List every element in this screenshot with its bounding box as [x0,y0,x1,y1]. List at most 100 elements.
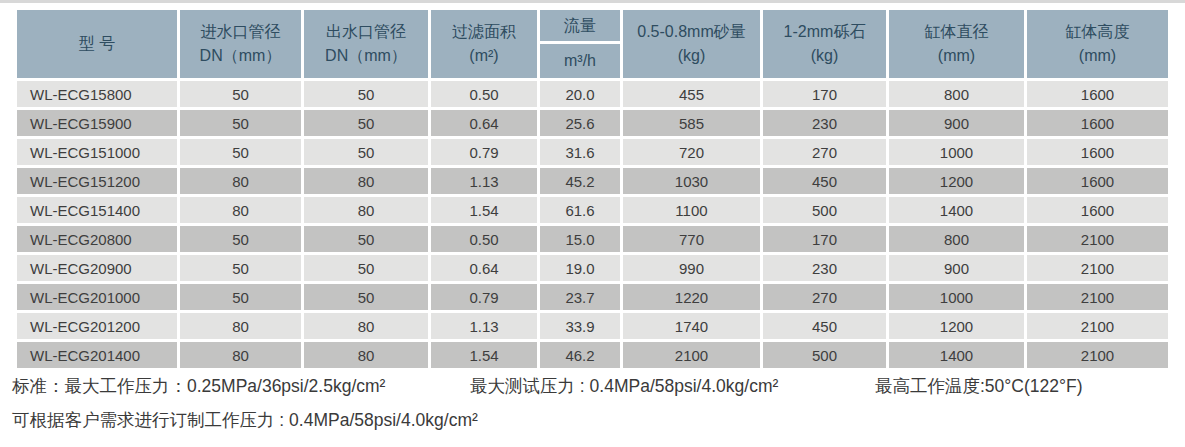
table-row: WL-ECG15900 50 50 0.64 25.6 585 230 900 … [17,110,1168,136]
cell-inlet-dn: 50 [180,139,301,165]
cell-inlet-dn: 50 [180,81,301,107]
note-max-working-pressure: 标准：最大工作压力：0.25MPa/36psi/2.5kg/cm² [12,374,385,398]
cell-tank-height: 2100 [1027,255,1168,281]
cell-model: WL-ECG20800 [17,226,177,252]
cell-sand: 1740 [623,313,760,339]
col-header-tank-height-line1: 缸体高度 [1029,20,1166,44]
cell-tank-diameter: 1200 [889,313,1024,339]
cell-flow: 31.6 [540,139,620,165]
col-header-inlet-dn-line1: 进水口管径 [182,20,299,44]
cell-model: WL-ECG15800 [17,81,177,107]
cell-filter-area: 1.54 [431,342,537,368]
cell-flow: 15.0 [540,226,620,252]
cell-tank-height: 2100 [1027,313,1168,339]
cell-filter-area: 0.50 [431,81,537,107]
cell-model: WL-ECG151200 [17,168,177,194]
table-row: WL-ECG15800 50 50 0.50 20.0 455 170 800 … [17,81,1168,107]
col-header-inlet-dn: 进水口管径 DN（mm） [180,10,301,78]
cell-flow: 19.0 [540,255,620,281]
cell-tank-diameter: 800 [889,81,1024,107]
col-header-gravel-line1: 1-2mm砾石 [765,20,884,44]
cell-filter-area: 1.54 [431,197,537,223]
cell-tank-height: 2100 [1027,342,1168,368]
col-header-gravel: 1-2mm砾石 (kg) [763,10,886,78]
table-row: WL-ECG151000 50 50 0.79 31.6 720 270 100… [17,139,1168,165]
cell-tank-diameter: 1400 [889,197,1024,223]
cell-tank-height: 1600 [1027,168,1168,194]
cell-inlet-dn: 50 [180,255,301,281]
col-header-inlet-dn-line2: DN（mm） [182,44,299,68]
cell-model: WL-ECG20900 [17,255,177,281]
cell-gravel: 270 [763,284,886,310]
cell-gravel: 450 [763,313,886,339]
cell-gravel: 230 [763,255,886,281]
col-header-sand-line1: 0.5-0.8mm砂量 [625,20,758,44]
table-row: WL-ECG151200 80 80 1.13 45.2 1030 450 12… [17,168,1168,194]
cell-sand: 720 [623,139,760,165]
col-header-flow-unit: m³/h [540,44,620,78]
cell-outlet-dn: 50 [304,81,428,107]
table-body: WL-ECG15800 50 50 0.50 20.0 455 170 800 … [17,81,1168,368]
table-row: WL-ECG201400 80 80 1.54 46.2 2100 500 14… [17,342,1168,368]
spec-table: 型 号 进水口管径 DN（mm） 出水口管径 DN（mm） 过滤面积 (m²) … [14,7,1171,371]
cell-model: WL-ECG201200 [17,313,177,339]
col-header-gravel-line2: (kg) [765,44,884,68]
notes-section: 标准：最大工作压力：0.25MPa/36psi/2.5kg/cm² 最大测试压力… [12,374,1182,432]
col-header-tank-diameter: 缸体直径 (mm) [889,10,1024,78]
notes-line1: 标准：最大工作压力：0.25MPa/36psi/2.5kg/cm² 最大测试压力… [12,374,1182,408]
cell-flow: 20.0 [540,81,620,107]
cell-inlet-dn: 50 [180,110,301,136]
cell-gravel: 500 [763,342,886,368]
cell-filter-area: 0.64 [431,255,537,281]
cell-gravel: 270 [763,139,886,165]
cell-sand: 770 [623,226,760,252]
cell-model: WL-ECG151400 [17,197,177,223]
table-row: WL-ECG201200 80 80 1.13 33.9 1740 450 12… [17,313,1168,339]
cell-sand: 2100 [623,342,760,368]
header-row: 型 号 进水口管径 DN（mm） 出水口管径 DN（mm） 过滤面积 (m²) … [17,10,1168,78]
cell-gravel: 450 [763,168,886,194]
cell-flow: 25.6 [540,110,620,136]
cell-filter-area: 0.50 [431,226,537,252]
cell-sand: 990 [623,255,760,281]
col-header-filter-area-line1: 过滤面积 [433,20,535,44]
cell-filter-area: 1.13 [431,168,537,194]
cell-tank-height: 1600 [1027,139,1168,165]
cell-gravel: 170 [763,226,886,252]
table-row: WL-ECG20900 50 50 0.64 19.0 990 230 900 … [17,255,1168,281]
cell-inlet-dn: 80 [180,342,301,368]
cell-sand: 1100 [623,197,760,223]
cell-gravel: 170 [763,81,886,107]
cell-tank-diameter: 1000 [889,139,1024,165]
cell-outlet-dn: 80 [304,342,428,368]
top-strip [0,0,1185,3]
cell-tank-height: 1600 [1027,110,1168,136]
cell-tank-height: 1600 [1027,81,1168,107]
cell-inlet-dn: 50 [180,284,301,310]
note-max-test-pressure: 最大测试压力 : 0.4MPa/58psi/4.0kg/cm² [470,374,778,398]
col-header-flow: 流量 m³/h [540,10,620,78]
cell-filter-area: 1.13 [431,313,537,339]
cell-tank-diameter: 1200 [889,168,1024,194]
cell-flow: 46.2 [540,342,620,368]
note-custom-pressure: 可根据客户需求进行订制工作压力 : 0.4MPa/58psi/4.0kg/cm² [12,408,1182,432]
col-header-model: 型 号 [17,10,177,78]
cell-flow: 23.7 [540,284,620,310]
cell-tank-height: 2100 [1027,226,1168,252]
cell-flow: 61.6 [540,197,620,223]
cell-outlet-dn: 80 [304,168,428,194]
cell-inlet-dn: 80 [180,197,301,223]
col-header-filter-area-line2: (m²) [433,44,535,68]
cell-outlet-dn: 80 [304,197,428,223]
cell-inlet-dn: 50 [180,226,301,252]
cell-flow: 33.9 [540,313,620,339]
cell-outlet-dn: 50 [304,284,428,310]
note-max-temperature: 最高工作温度:50°C(122°F) [875,374,1083,398]
cell-filter-area: 0.64 [431,110,537,136]
col-header-flow-label: 流量 [540,10,620,41]
col-header-tank-height-line2: (mm) [1029,44,1166,68]
col-header-sand-line2: (kg) [625,44,758,68]
cell-outlet-dn: 50 [304,226,428,252]
cell-model: WL-ECG201000 [17,284,177,310]
cell-gravel: 230 [763,110,886,136]
